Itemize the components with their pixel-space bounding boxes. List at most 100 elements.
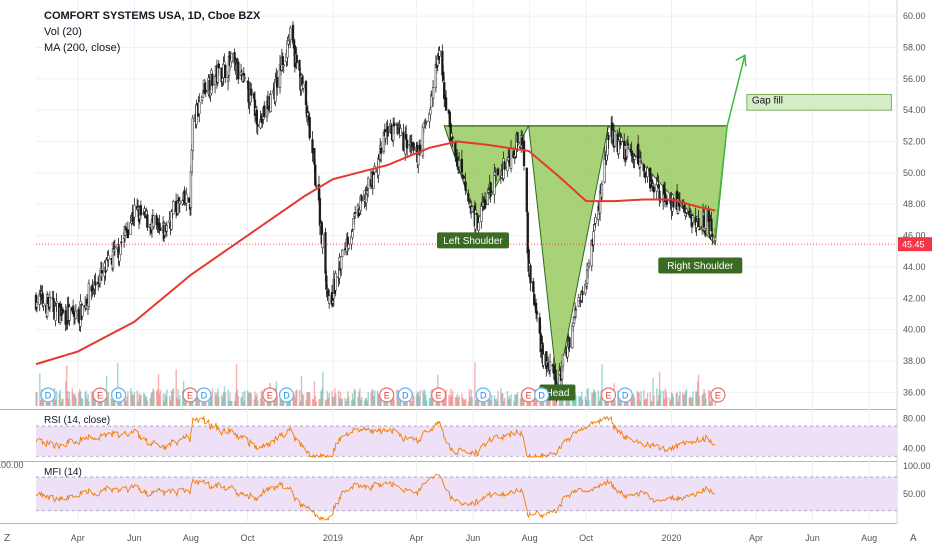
volume-bar <box>539 399 541 406</box>
volume-bar <box>444 397 446 406</box>
candle-body <box>178 200 181 205</box>
candle-body <box>600 184 604 198</box>
volume-bar <box>339 392 342 406</box>
gap-fill-zone <box>746 93 892 111</box>
volume-bar <box>520 392 523 406</box>
volume-bar <box>630 394 632 406</box>
candle-body <box>126 229 130 239</box>
volume-bar <box>509 399 511 406</box>
volume-bar <box>631 395 633 406</box>
event-marker-letter: E <box>384 391 390 401</box>
volume-indicator-label[interactable]: Vol (20) <box>44 26 82 38</box>
candle-body <box>464 181 467 191</box>
volume-bar <box>331 390 333 406</box>
volume-bar <box>688 397 690 406</box>
candle-body <box>217 63 220 69</box>
volume-bar <box>137 400 139 406</box>
volume-bar <box>514 394 516 406</box>
volume-bar <box>490 400 492 406</box>
y-tick-label: 36.00 <box>903 387 926 397</box>
volume-bar <box>348 396 350 406</box>
volume-bar <box>471 397 473 406</box>
candle-body <box>646 167 649 178</box>
volume-bar <box>702 393 704 406</box>
event-marker <box>110 387 127 403</box>
candle-body <box>587 262 591 267</box>
volume-bar <box>228 400 230 406</box>
y-tick-label: 48.00 <box>903 199 926 209</box>
volume-bar <box>71 388 73 406</box>
volume-bar <box>299 401 302 406</box>
volume-bar <box>379 393 382 406</box>
volume-bar <box>230 400 232 406</box>
volume-bar <box>372 390 374 406</box>
volume-bar <box>587 388 589 406</box>
volume-bar <box>354 390 356 406</box>
volume-bar <box>250 393 253 406</box>
volume-bar <box>218 396 220 406</box>
volume-bar <box>639 401 641 406</box>
volume-bar <box>223 386 226 406</box>
chart-title: COMFORT SYSTEMS USA, 1D, Cboe BZX <box>44 10 261 22</box>
candle-body <box>581 291 584 296</box>
candle-body <box>384 131 387 139</box>
candle-body <box>341 250 344 258</box>
volume-bar <box>666 397 668 406</box>
candle-body <box>532 281 535 292</box>
volume-bar <box>158 393 161 406</box>
gap-fill-label: Gap fill <box>752 95 783 106</box>
volume-bar <box>697 374 700 406</box>
volume-bar <box>133 392 136 406</box>
volume-bar <box>481 401 484 406</box>
event-marker <box>278 387 295 403</box>
volume-bar <box>640 391 642 406</box>
volume-bar <box>561 397 563 406</box>
candle-body <box>633 155 636 160</box>
candle-body <box>698 228 701 231</box>
volume-bar <box>708 389 710 406</box>
volume-bar <box>61 398 63 406</box>
x-tick-label: 2019 <box>323 533 343 543</box>
volume-bar <box>234 392 237 406</box>
volume-bar <box>571 395 574 406</box>
volume-bar <box>241 396 243 406</box>
candles <box>34 21 717 403</box>
volume-bar <box>62 398 64 406</box>
candle-body <box>139 205 142 216</box>
candle-body <box>626 143 630 146</box>
volume-bar <box>659 390 662 406</box>
volume-bar <box>474 362 476 406</box>
timezone-z-button[interactable]: Z <box>4 533 11 544</box>
volume-bar <box>318 398 320 406</box>
volume-bar <box>306 391 308 406</box>
volume-bar <box>689 396 691 406</box>
candle-body <box>392 122 396 127</box>
volume-bar <box>345 401 347 406</box>
volume-bar <box>419 390 421 406</box>
candle-body <box>685 208 688 213</box>
moving-average-label[interactable]: MA (200, close) <box>44 42 121 54</box>
candle-body <box>146 214 149 228</box>
volume-bar <box>361 396 363 406</box>
volume-bar <box>146 400 149 406</box>
right-shoulder-label: Right Shoulder <box>667 261 734 272</box>
candle-body <box>607 135 610 141</box>
event-marker-letter: D <box>402 391 409 401</box>
volume-bar <box>119 400 122 406</box>
volume-bar <box>117 362 119 406</box>
candle-body <box>460 158 464 173</box>
volume-bar <box>36 392 38 406</box>
volume-bar <box>508 395 510 406</box>
volume-bar <box>488 395 490 406</box>
volume-bar <box>107 392 110 406</box>
x-tick-label: Oct <box>579 533 594 543</box>
volume-bar <box>672 397 675 406</box>
y-tick-label: 40.00 <box>903 325 926 335</box>
volume-bar <box>513 400 515 406</box>
volume-bar <box>307 392 309 406</box>
volume-bar <box>169 399 172 406</box>
volume-bar <box>222 392 225 406</box>
auto-scale-button[interactable]: A <box>910 533 917 544</box>
